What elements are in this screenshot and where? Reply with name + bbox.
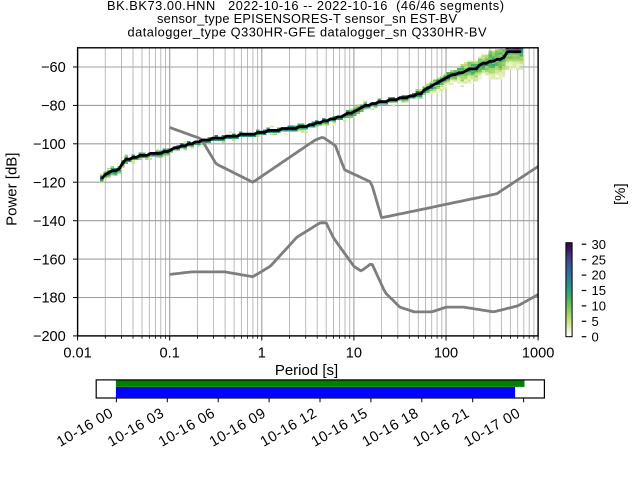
svg-text:−160: −160 [33,252,66,268]
svg-text:−180: −180 [33,291,66,307]
svg-text:15: 15 [592,283,606,298]
svg-text:−200: −200 [33,329,66,345]
svg-text:10: 10 [592,299,606,314]
svg-text:10: 10 [346,346,362,362]
svg-text:Period [s]: Period [s] [275,362,338,379]
svg-text:−120: −120 [33,175,66,191]
svg-text:datalogger_type Q330HR-GFE dat: datalogger_type Q330HR-GFE datalogger_sn… [128,24,487,39]
svg-text:sensor_type EPISENSORES-T sens: sensor_type EPISENSORES-T sensor_sn EST-… [157,11,457,26]
svg-text:25: 25 [592,252,606,267]
svg-text:5: 5 [592,314,599,329]
svg-text:100: 100 [434,346,458,362]
svg-text:30: 30 [592,237,606,252]
svg-text:−60: −60 [41,60,66,76]
svg-text:0.01: 0.01 [63,346,91,362]
svg-text:20: 20 [592,268,606,283]
svg-text:BK.BK73.00.HNN 2022-10-16 --: BK.BK73.00.HNN 2022-10-16 -- 2022-10-16 … [107,0,504,13]
svg-text:−140: −140 [33,214,66,230]
svg-text:1000: 1000 [522,346,554,362]
svg-text:[%]: [%] [612,183,629,205]
svg-text:−100: −100 [33,137,66,153]
svg-text:0: 0 [592,329,599,344]
svg-text:Power [dB]: Power [dB] [4,153,21,226]
svg-text:−80: −80 [41,99,66,115]
svg-text:1: 1 [258,346,266,362]
svg-text:0.1: 0.1 [160,346,180,362]
